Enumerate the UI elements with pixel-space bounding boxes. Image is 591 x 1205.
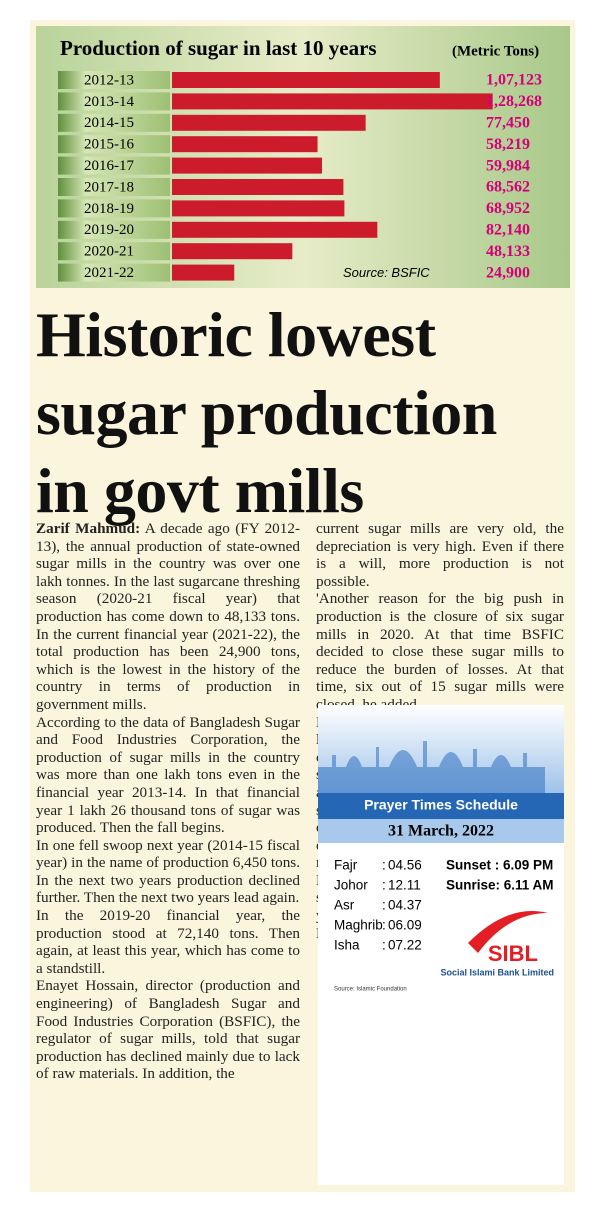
value-label: 68,952 [486,200,530,217]
category-label: 2018-19 [84,201,134,217]
label-strip [58,178,170,196]
prayer-colon: : [382,918,386,933]
paragraph: Enayet Hossain, director (production and… [36,977,300,1083]
date-bar [318,819,564,843]
bank-logo: SIBL [488,941,538,966]
category-label: 2016-17 [84,158,134,174]
bar [172,221,378,238]
paragraph-text: According to the data of Bangladesh Suga… [36,713,300,837]
bar [172,243,293,260]
prayer-name: Asr [334,898,355,913]
category-label: 2021-22 [84,265,134,281]
bar [172,264,235,281]
category-label: 2017-18 [84,179,134,195]
label-strip [58,71,170,89]
bar [172,114,366,131]
paragraph-text: In one fell swoop next year (2014-15 fis… [36,836,300,907]
headline-line: Historic lowest [36,299,436,370]
value-label: 1,28,268 [486,93,542,110]
value-label: 82,140 [486,221,530,238]
label-strip [58,199,170,218]
prayer-name: Johor [334,878,368,893]
prayer-time: 04.56 [388,858,422,873]
chart-subtitle: (Metric Tons) [452,43,539,59]
paragraph-text: In the 2019-20 financial year, the produ… [36,907,300,977]
prayer-name: Maghrib [334,918,383,933]
label-strip [58,135,170,154]
prayer-name: Fajr [334,858,358,873]
prayer-source: Source: Islamic Foundation [334,987,407,993]
value-label: 48,133 [486,243,530,260]
value-label: 77,450 [486,114,530,131]
prayer-box: Prayer Times Schedule 31 March, 2022 Sun… [318,705,564,1185]
prayer-colon: : [382,858,386,873]
category-label: 2020-21 [84,244,134,260]
bar [172,179,344,195]
prayer-colon: : [382,898,386,913]
category-label: 2013-14 [84,94,134,110]
byline: Zarif Mahmud: [36,520,141,537]
prayer-title: Prayer Times Schedule [364,797,518,813]
paragraph: According to the data of Bangladesh Suga… [36,714,300,837]
headline-line: in govt mills [36,455,364,526]
prayer-date: 31 March, 2022 [388,823,494,840]
article-column: Zarif Mahmud: A decade ago (FY 2012-13),… [36,520,300,1083]
category-label: 2015-16 [84,137,134,153]
paragraph: current sugar mills are very old, the de… [316,520,564,590]
paragraph: 'Another reason for the big push in prod… [316,590,564,713]
label-strip [58,92,170,111]
value-label: 68,562 [486,179,530,196]
prayer-time: 07.22 [388,938,422,953]
prayer-name: Isha [334,938,360,953]
headline: Historic lowest sugar production in govt m… [36,296,576,530]
prayer-graphic: Prayer Times Schedule 31 March, 2022 Sun… [318,705,564,993]
bar [172,157,322,174]
category-label: 2014-15 [84,115,134,131]
value-label: 1,07,123 [486,72,542,89]
bar [172,200,345,217]
sunset: Sunset : 6.09 PM [446,858,553,873]
paragraph-text: 'Another reason for the big push in prod… [316,590,564,713]
value-label: 24,900 [486,264,530,281]
bar [172,136,318,153]
label-strip [58,263,170,282]
prayer-colon: : [382,938,386,953]
mosque-skyline [318,741,545,793]
prayer-time: 04.37 [388,898,422,913]
value-label: 59,984 [486,157,530,174]
category-label: 2012-13 [84,72,134,88]
paragraph-text: Enayet Hossain, director (production and… [36,977,300,1083]
label-strip [58,242,170,261]
bank-name: Social Islami Bank Limited [440,967,554,977]
prayer-time: 12.11 [388,878,421,893]
value-label: 58,219 [486,136,530,153]
paragraph: Zarif Mahmud: A decade ago (FY 2012-13),… [36,520,300,714]
chart-source: Source: BSFIC [343,265,430,280]
logo-swoosh [468,911,548,953]
prayer-colon: : [382,878,386,893]
chart: Production of sugar in last 10 years (Me… [36,26,570,288]
paragraph: In one fell swoop next year (2014-15 fis… [36,837,300,907]
bar [172,93,493,110]
paragraph-text: current sugar mills are very old, the de… [316,520,564,590]
paragraph-text: A decade ago (FY 2012-13), the annual pr… [36,520,300,713]
sunrise: Sunrise: 6.11 AM [446,878,554,893]
bar [172,72,440,88]
category-label: 2019-20 [84,222,134,238]
headline-line: sugar production [36,377,497,448]
title-bar [318,793,564,819]
prayer-time: 06.09 [388,918,422,933]
label-strip [58,113,170,132]
paragraph: In the 2019-20 financial year, the produ… [36,907,300,977]
label-strip [58,156,170,175]
label-strip [58,220,170,239]
chart-title: Production of sugar in last 10 years [60,36,377,60]
